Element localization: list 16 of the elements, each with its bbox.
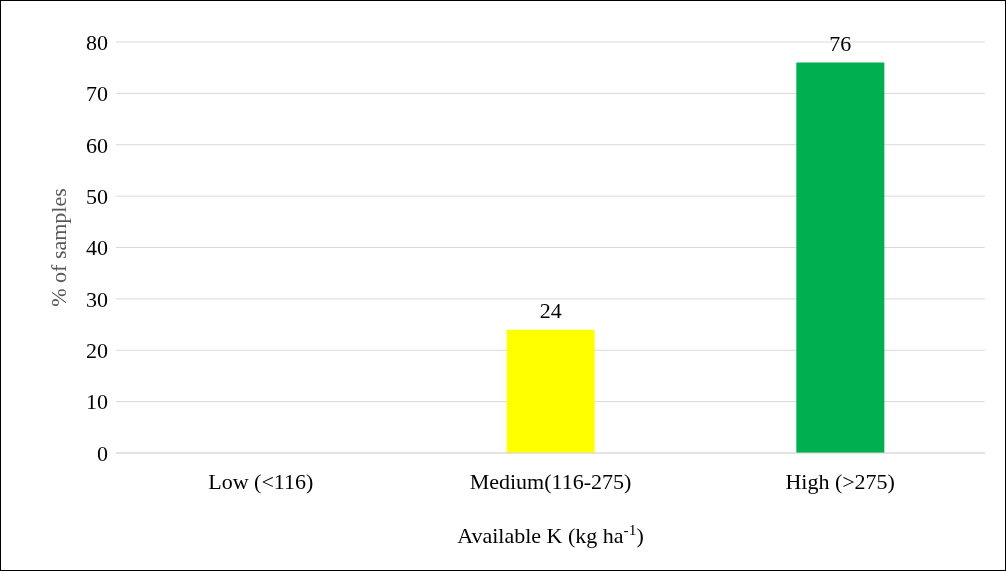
y-axis-title: % of samples — [46, 188, 71, 307]
data-label: 76 — [829, 30, 852, 56]
y-tick-label: 60 — [86, 132, 108, 158]
y-tick-label: 80 — [86, 29, 108, 55]
y-tick-label: 20 — [86, 338, 108, 364]
y-tick-label: 50 — [86, 183, 108, 209]
y-tick-label: 70 — [86, 81, 108, 107]
x-axis-title: Available K (kg ha$^{-1}$) — [457, 520, 644, 548]
y-tick-label: 30 — [86, 286, 108, 312]
x-tick-label: High (>275) — [785, 468, 895, 494]
y-tick-label: 0 — [97, 440, 108, 466]
data-label: 24 — [539, 297, 562, 323]
y-tick-label: 40 — [86, 235, 108, 261]
y-tick-label: 10 — [86, 389, 108, 415]
x-tick-label: Low (<116) — [208, 468, 314, 494]
x-tick-label: Medium(116-275) — [469, 468, 632, 494]
